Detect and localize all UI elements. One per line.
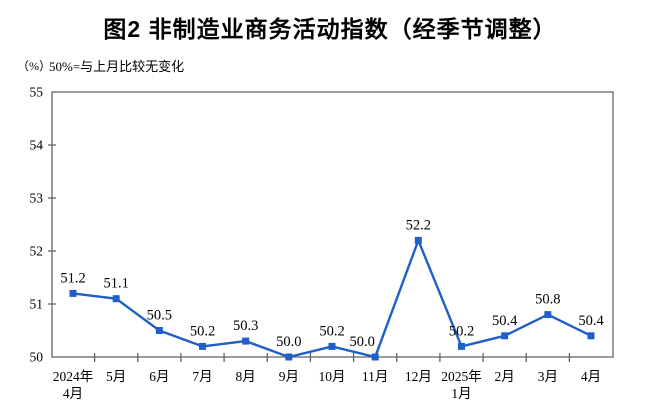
y-axis-tick-label: 53 xyxy=(30,191,44,206)
data-point-marker xyxy=(112,295,120,303)
data-point-label: 50.5 xyxy=(147,308,172,324)
data-point-marker xyxy=(69,289,77,297)
data-point-label: 50.0 xyxy=(349,334,374,350)
chart-title: 图2 非制造业商务活动指数（经季节调整） xyxy=(103,16,557,42)
y-axis-tick-label: 55 xyxy=(30,85,44,100)
x-axis-tick-label: 4月 xyxy=(581,369,601,384)
x-axis-tick-label: 10月 xyxy=(319,369,346,384)
data-point-label: 50.2 xyxy=(190,323,215,339)
y-axis-tick-label: 51 xyxy=(30,297,44,312)
data-point-label: 50.2 xyxy=(319,323,344,339)
data-point-label: 51.2 xyxy=(60,270,85,286)
y-axis-tick-label: 52 xyxy=(30,244,44,259)
data-point-marker xyxy=(544,311,552,319)
chart-note: 50%=与上月比较无变化 xyxy=(49,59,185,74)
data-point-marker xyxy=(414,236,422,244)
x-axis-tick-label: 2025年 xyxy=(441,369,482,384)
y-axis-tick-label: 54 xyxy=(30,138,44,153)
x-axis-tick-label: 5月 xyxy=(106,369,126,384)
data-point-label: 51.1 xyxy=(103,276,128,292)
x-axis-tick-label: 1月 xyxy=(451,386,471,401)
y-axis-unit-label: （%） xyxy=(17,59,51,73)
data-point-marker xyxy=(285,353,293,361)
data-point-label: 52.2 xyxy=(406,217,431,233)
data-point-marker xyxy=(501,332,509,340)
data-point-label: 50.8 xyxy=(535,292,560,308)
data-point-marker xyxy=(371,353,379,361)
series-line xyxy=(72,239,592,359)
data-point-label: 50.4 xyxy=(578,313,604,329)
x-axis-tick-label: 4月 xyxy=(63,386,83,401)
data-point-label: 50.0 xyxy=(276,334,301,350)
x-axis-tick-label: 9月 xyxy=(279,369,299,384)
x-axis-tick-label: 6月 xyxy=(149,369,169,384)
x-axis-tick-label: 2024年 xyxy=(53,369,94,384)
data-point-label: 50.2 xyxy=(449,323,474,339)
x-axis-tick-label: 7月 xyxy=(192,369,212,384)
data-point-marker xyxy=(458,342,465,350)
data-point-label: 50.4 xyxy=(492,313,518,329)
data-point-marker xyxy=(199,342,206,350)
x-axis-tick-label: 2月 xyxy=(495,369,515,384)
x-axis-tick-label: 11月 xyxy=(362,369,389,384)
data-point-marker xyxy=(242,337,250,345)
y-axis-tick-label: 50 xyxy=(30,350,44,365)
data-point-marker xyxy=(587,332,595,340)
data-point-marker xyxy=(155,327,163,334)
x-axis-tick-label: 12月 xyxy=(405,369,432,384)
data-point-label: 50.3 xyxy=(233,318,258,334)
data-point-marker xyxy=(328,342,336,350)
plot-border xyxy=(51,91,614,358)
x-axis-tick-label: 8月 xyxy=(236,369,256,384)
x-axis-tick-label: 3月 xyxy=(538,369,558,384)
chart-subtitle-row: （%） 50%=与上月比较无变化 xyxy=(0,56,660,74)
